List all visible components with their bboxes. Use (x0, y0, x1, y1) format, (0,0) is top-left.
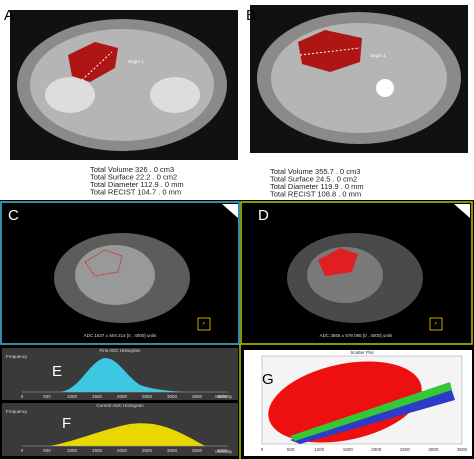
tick-label: 3500 (457, 447, 468, 452)
tick-label: 3500 (192, 394, 203, 399)
tick-label: 0 (261, 447, 264, 452)
measurement: Total Volume 355.7 . 0 cm3 (270, 167, 360, 176)
tick-label: 2500 (142, 448, 153, 453)
measurement: Total RECIST 104.7 . 0 mm (90, 187, 181, 196)
tick-label: 2000 (117, 394, 128, 399)
tick-label: 2500 (400, 447, 411, 452)
hist-xlabel: Intensity (215, 394, 233, 399)
panel-d-frame (240, 201, 473, 345)
hist-title: First ADC Histogram (99, 348, 140, 353)
hist-xlabel: Intensity (215, 449, 233, 454)
caption: ADC 3565 ± 578 085 [0 , 4000] units (320, 333, 394, 338)
panel-letter: A (4, 7, 14, 24)
tick-label: 500 (287, 447, 295, 452)
image-a-diameter (81, 51, 113, 81)
scatter-cloud (268, 361, 422, 443)
tick-label: 3500 (192, 448, 203, 453)
tick-label: 0 (21, 448, 24, 453)
panel-letter: G (262, 371, 274, 388)
tick-label: 4000 (217, 448, 228, 453)
panel-c-frame (0, 201, 240, 345)
corner-box (197, 317, 211, 331)
image-a-kidney (150, 77, 200, 113)
hist-ylabel: Frequency (6, 354, 28, 359)
image-b-tumor (298, 30, 362, 72)
tick-label: 500 (43, 448, 51, 453)
scatter-title: Scatter Plot (350, 350, 374, 355)
tick-label: 2000 (371, 447, 382, 452)
tick-label: 3000 (428, 447, 439, 452)
corner-mark (222, 204, 238, 218)
tick-label: 0 (21, 394, 24, 399)
hist-title: Current ADC Histogram (96, 403, 144, 408)
corner-letter: F (203, 321, 206, 326)
tick-label: 3000 (167, 394, 178, 399)
panel-letter: D (258, 207, 269, 224)
measurement: Total RECIST 108.8 . 0 mm (270, 189, 361, 198)
panel-letter: B (246, 7, 256, 24)
tick-label: 1500 (92, 394, 103, 399)
measurement: Total Surface 22.2 . 0 cm2 (90, 172, 177, 181)
corner-box (429, 317, 443, 331)
segment-label: Segm 1 (128, 59, 144, 64)
tick-label: 2500 (142, 394, 153, 399)
tick-label: 1500 (343, 447, 354, 452)
hist-e-bars (60, 358, 185, 392)
panel-letter: E (52, 363, 62, 380)
image-a-kidney (45, 77, 95, 113)
tick-label: 1000 (67, 394, 78, 399)
image-c-roi (84, 249, 123, 277)
image-d-roi (318, 248, 358, 276)
tick-label: 4000 (217, 394, 228, 399)
hist-f-bars (50, 423, 205, 446)
scatter-unchanged (290, 382, 452, 441)
image-c-liver (75, 245, 155, 305)
corner-mark (454, 204, 470, 218)
measurement: Total Volume 326 . 0 cm3 (90, 165, 174, 174)
corner-letter: F (435, 321, 438, 326)
tick-label: 3000 (167, 448, 178, 453)
measurement: Total Diameter 119.9 . 0 mm (270, 182, 364, 191)
measurement: Total Diameter 112.9 . 0 mm (90, 180, 184, 189)
panel-letter: C (8, 207, 19, 224)
image-a-tumor (68, 42, 118, 82)
tick-label: 500 (43, 394, 51, 399)
tick-label: 2000 (117, 448, 128, 453)
panel-letter: F (62, 415, 71, 432)
image-b-vessel (376, 79, 394, 97)
caption: ADC 1637 ± 504 214 [0 , 4000] units (84, 333, 158, 338)
hist-ylabel: Frequency (6, 409, 28, 414)
segment-label: Segm 1 (370, 53, 386, 58)
tick-label: 1000 (314, 447, 325, 452)
measurement: Total Surface 24.5 . 0 cm2 (270, 174, 357, 183)
tick-label: 1000 (67, 448, 78, 453)
tick-label: 1500 (92, 448, 103, 453)
